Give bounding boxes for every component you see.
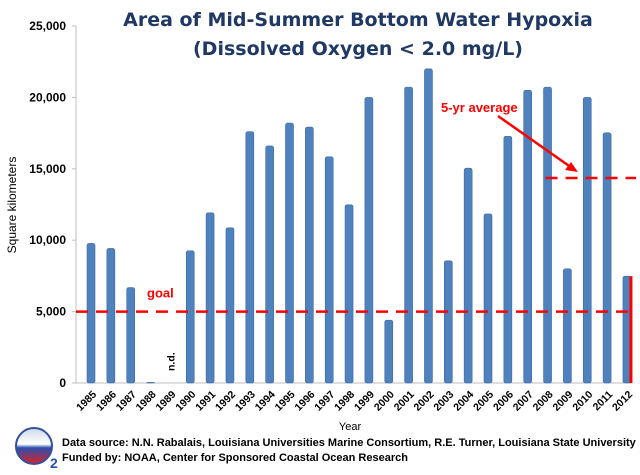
x-tick-label: 1992 [213, 389, 238, 414]
x-tick-label: 1996 [292, 389, 317, 414]
bar-1999 [364, 97, 374, 384]
x-axis-label: Year [339, 421, 362, 433]
x-tick-label: 2007 [511, 389, 536, 414]
y-tick-label: 0 [59, 376, 66, 390]
x-tick-label: 1994 [253, 389, 278, 414]
bar-2006 [503, 135, 513, 384]
bar-2010 [582, 97, 592, 384]
x-tick-label: 2002 [412, 389, 437, 414]
no-data-label: n.d. [165, 352, 177, 371]
bar-1991 [205, 212, 215, 384]
y-axis-label: Square kilometers [5, 157, 19, 254]
x-tick-label: 2009 [551, 389, 576, 414]
y-tick-label: 20,000 [29, 90, 66, 104]
bar-1987 [126, 287, 135, 384]
arrow-icon [497, 114, 573, 170]
chart-title: Area of Mid-Summer Bottom Water Hypoxia [123, 9, 593, 31]
data-source: Data source: N.N. Rabalais, Louisiana Un… [62, 437, 637, 449]
y-tick-label: 5,000 [36, 305, 66, 319]
x-tick-label: 1998 [332, 389, 357, 414]
five-year-average-label: 5-yr average [441, 100, 518, 115]
chart-subtitle: (Dissolved Oxygen < 2.0 mg/L) [193, 38, 523, 60]
bar-1988 [146, 382, 155, 384]
funding-note: Funded by: NOAA, Center for Sponsored Co… [62, 452, 408, 464]
x-tick-label: 1999 [352, 389, 377, 414]
x-tick-label: 1987 [114, 389, 139, 414]
x-tick-label: 1988 [134, 389, 159, 414]
bar-2002 [424, 68, 433, 384]
x-tick-label: 1986 [94, 389, 119, 414]
x-tick-label: 2001 [392, 389, 417, 414]
x-tick-label: 2011 [591, 389, 616, 414]
x-tick-label: 2005 [471, 389, 496, 414]
goal-label: goal [147, 286, 174, 301]
bar-1997 [324, 156, 334, 384]
x-tick-label: 1985 [74, 389, 99, 414]
y-tick-label: 10,000 [29, 233, 66, 247]
y-tick-label: 25,000 [29, 19, 66, 33]
x-tick-label: 1990 [173, 389, 198, 414]
bar-1994 [265, 145, 274, 384]
x-tick-label: 2010 [570, 389, 595, 414]
bar-2009 [563, 268, 572, 384]
x-tick-label: 2004 [451, 389, 476, 414]
bar-1993 [245, 131, 255, 384]
x-tick-label: 2003 [431, 389, 456, 414]
bar-1992 [225, 227, 235, 384]
y-tick-label: 15,000 [29, 162, 66, 176]
x-tick-label: 2012 [610, 389, 635, 414]
bar-2005 [483, 213, 493, 384]
bar-2001 [404, 86, 413, 384]
bar-1986 [106, 248, 116, 384]
bar-1990 [185, 250, 195, 384]
bar-2008 [543, 86, 552, 384]
arrowhead-icon [565, 162, 578, 172]
bar-2011 [602, 132, 612, 384]
bar-1998 [344, 204, 354, 384]
bar-2004 [463, 167, 473, 384]
x-tick-label: 2006 [491, 389, 516, 414]
gulf-hypoxia-logo: 2 [15, 427, 58, 471]
x-tick-label: 1989 [154, 389, 179, 414]
bar-1985 [86, 243, 96, 384]
x-tick-label: 1995 [273, 389, 298, 414]
bar-2007 [523, 89, 533, 384]
svg-text:2: 2 [50, 455, 58, 471]
x-tick-label: 1993 [233, 389, 258, 414]
x-tick-label: 1991 [193, 389, 218, 414]
bar-1996 [305, 126, 314, 384]
x-tick-label: 1997 [312, 389, 337, 414]
bar-1995 [285, 122, 294, 384]
bar-2003 [443, 260, 453, 384]
bar-2000 [384, 319, 394, 384]
x-tick-label: 2000 [372, 389, 397, 414]
x-tick-label: 2008 [531, 389, 556, 414]
